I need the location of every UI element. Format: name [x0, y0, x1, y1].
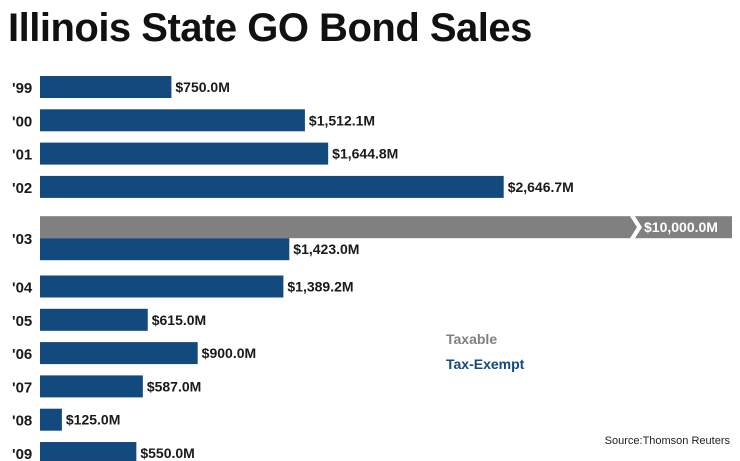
bar-tax-exempt-3 — [40, 175, 504, 198]
bar-tax-exempt-0 — [40, 76, 172, 98]
bar-tax-exempt-9 — [40, 408, 62, 431]
value-label-10: $550.0M — [140, 445, 194, 461]
axis-break-marker — [630, 216, 642, 239]
year-label-0: '99 — [12, 80, 32, 97]
bar-tax-exempt-5 — [40, 275, 284, 298]
value-label-1: $1,512.1M — [309, 112, 375, 128]
value-label-0: $750.0M — [175, 79, 229, 95]
bar-tax-exempt-7 — [40, 342, 198, 365]
bar-tax-exempt-2 — [40, 142, 329, 165]
year-label-10: '09 — [12, 446, 32, 461]
bar-tax-exempt-8 — [40, 375, 143, 398]
value-label-6: $615.0M — [152, 312, 206, 328]
bar-tax-exempt-10 — [40, 442, 137, 461]
year-label-6: '05 — [12, 313, 32, 330]
value-label-2: $1,644.8M — [332, 146, 398, 162]
value-label-8: $587.0M — [147, 378, 201, 394]
year-label-5: '04 — [12, 280, 33, 297]
value-label-5: $1,389.2M — [287, 279, 353, 295]
bar-tax-exempt-1 — [40, 109, 305, 132]
chart-title: Illinois State GO Bond Sales — [8, 6, 532, 50]
year-label-9: '08 — [12, 413, 32, 430]
source-note: Source:Thomson Reuters — [604, 435, 730, 447]
legend-taxable: Taxable — [446, 331, 498, 347]
year-label-1: '00 — [12, 113, 32, 130]
year-label-03: '03 — [12, 231, 32, 248]
value-label-taxable-03: $10,000.0M — [644, 219, 718, 235]
bar-tax-exempt-6 — [40, 308, 148, 331]
year-label-8: '07 — [12, 379, 32, 396]
year-label-3: '02 — [12, 180, 32, 197]
year-label-7: '06 — [12, 346, 32, 363]
bar-tax-exempt-03 — [40, 238, 290, 261]
bar-taxable-03 — [40, 216, 732, 239]
value-label-3: $2,646.7M — [508, 179, 574, 195]
value-label-7: $900.0M — [202, 345, 256, 361]
value-label-03: $1,423.0M — [293, 241, 359, 257]
year-label-2: '01 — [12, 147, 32, 164]
legend-tax-exempt: Tax-Exempt — [446, 356, 525, 372]
value-label-9: $125.0M — [66, 412, 120, 428]
